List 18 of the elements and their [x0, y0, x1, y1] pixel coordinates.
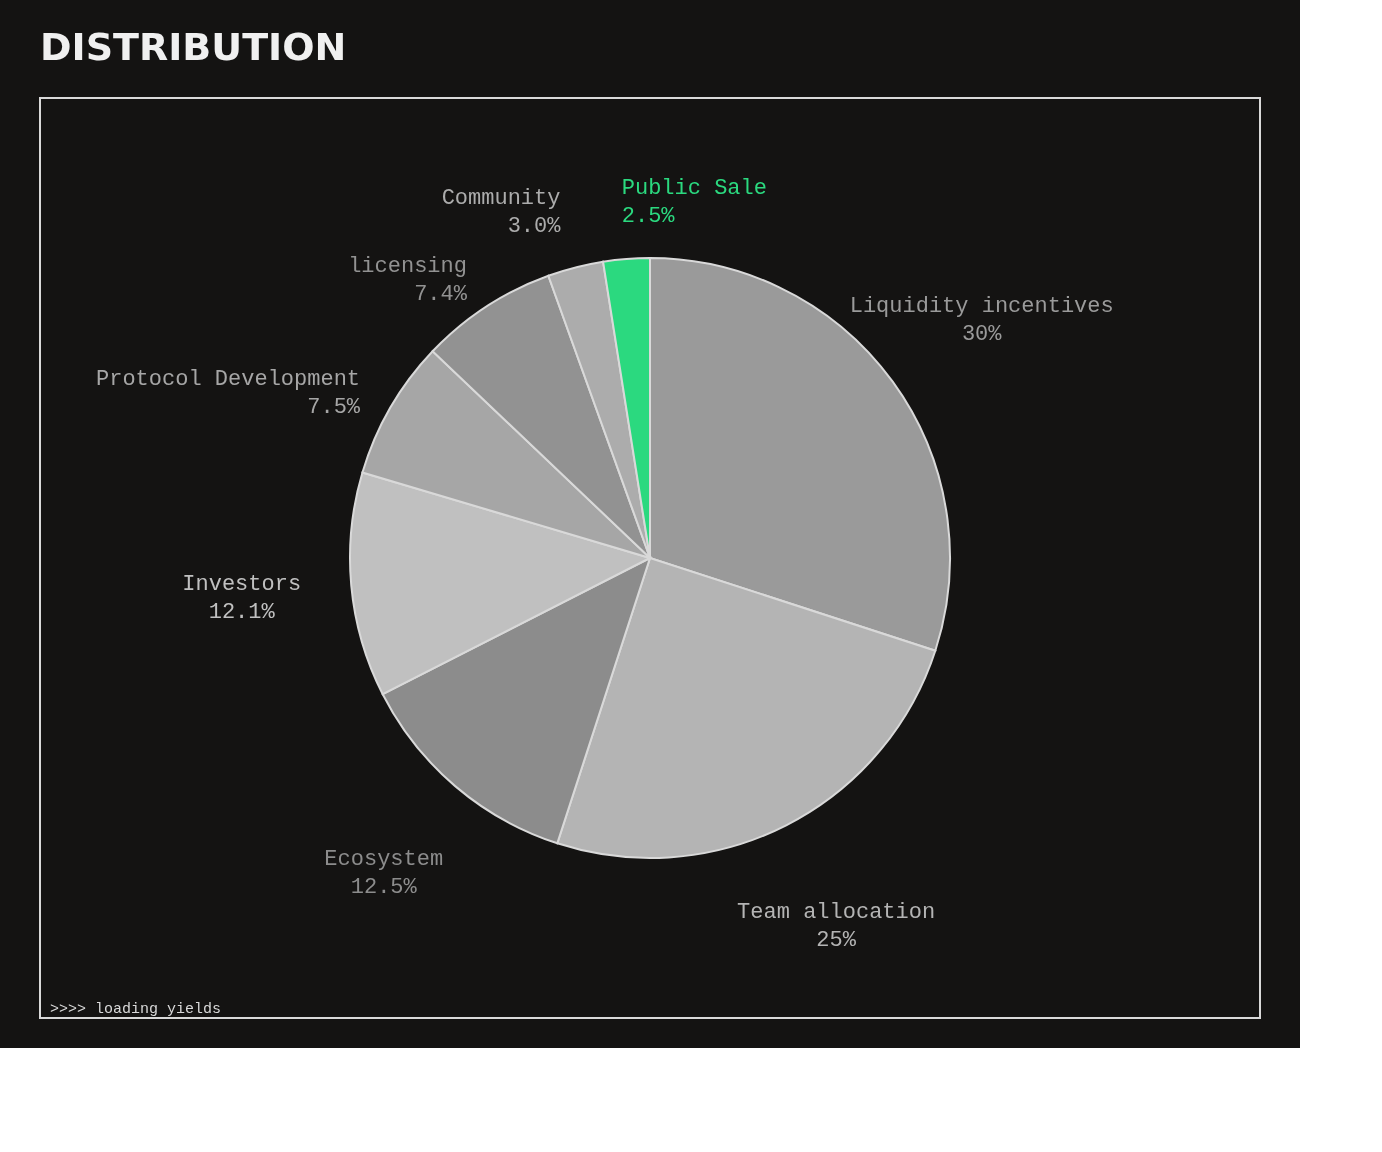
data-label: 12.5%: [350, 874, 418, 900]
data-label: 12.1%: [208, 600, 276, 626]
data-label: 30%: [961, 322, 1003, 348]
data-label: 2.5%: [621, 204, 676, 230]
data-label: 7.5%: [307, 395, 361, 421]
slice-label: Liquidity incentives: [849, 294, 1114, 320]
slice-label: Team allocation: [737, 900, 936, 926]
data-label: 7.4%: [414, 282, 468, 308]
data-label: 3.0%: [507, 214, 562, 240]
slice-label: Community: [441, 186, 561, 212]
slice-label: Public Sale: [621, 176, 767, 202]
slice-label: licensing: [348, 254, 467, 280]
chart-title: DISTRIBUTION: [40, 25, 347, 69]
slice-label: Ecosystem: [324, 846, 444, 872]
data-label: 25%: [816, 928, 857, 954]
slice-label: Protocol Development: [96, 367, 361, 393]
text: >>>> loading yields: [50, 1001, 222, 1018]
slice-label: Investors: [182, 572, 302, 598]
